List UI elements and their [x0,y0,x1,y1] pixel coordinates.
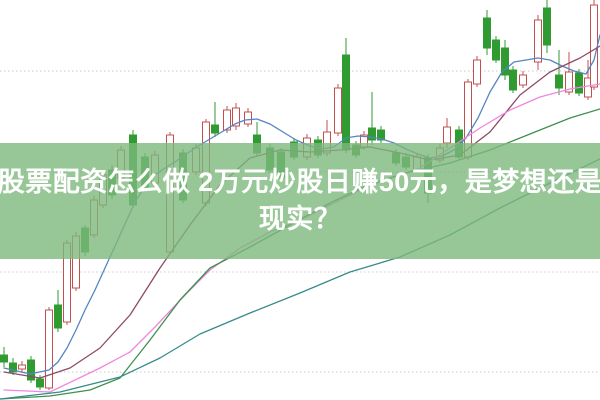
headline-line-2: 现实？ [258,204,342,234]
headline-line-1: 股票配资怎么做 2万元炒股日赚50元，是梦想还是 [0,167,600,197]
headline-overlay-banner: 股票配资怎么做 2万元炒股日赚50元，是梦想还是 现实？ [0,143,600,259]
